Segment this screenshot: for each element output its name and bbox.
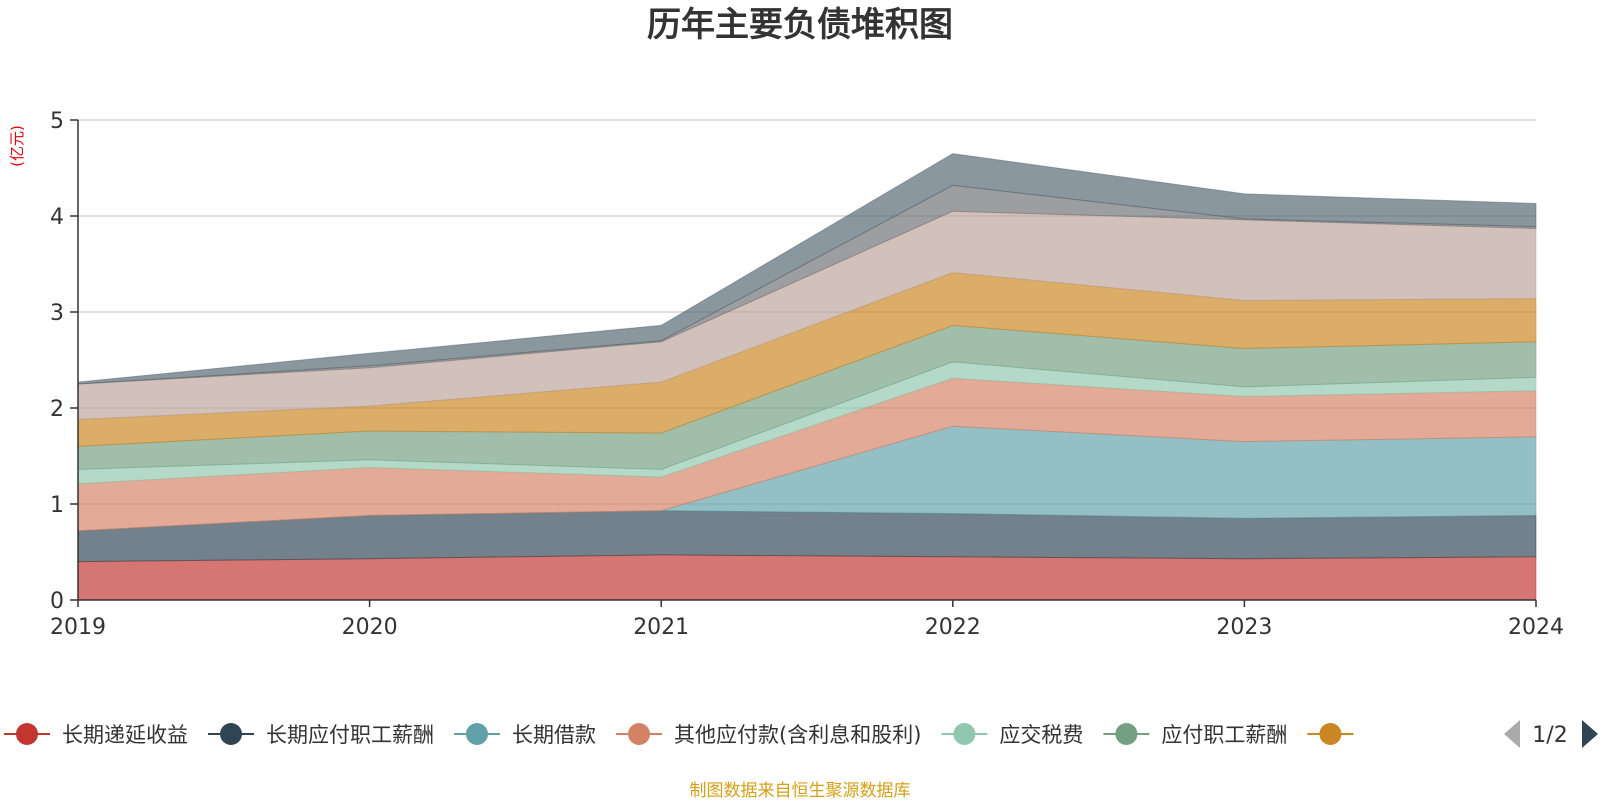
legend-label: 其他应付款(含利息和股利): [674, 723, 921, 747]
legend-label: 应交税费: [999, 723, 1083, 747]
area-series-group: [77, 153, 1537, 601]
legend-item[interactable]: 长期应付职工薪酬: [208, 723, 434, 747]
legend-circle-marker: [628, 723, 650, 745]
axes: 0 1 2 3 4 5 2019 2020 2021 2022 2023 2024: [50, 109, 1564, 640]
legend-page-indicator: 1/2: [1532, 723, 1567, 748]
area-series-长期递延收益[interactable]: [77, 554, 1537, 601]
y-tick-label: 0: [50, 589, 64, 614]
legend-item[interactable]: 应付职工薪酬: [1103, 723, 1287, 747]
legend-item[interactable]: 其他应付款(含利息和股利): [616, 723, 921, 747]
legend-prev-page-icon[interactable]: [1504, 720, 1520, 748]
x-tick-label: 2021: [633, 615, 689, 640]
y-tick-label: 5: [50, 109, 64, 134]
legend-circle-marker: [953, 723, 976, 745]
y-tick-label: 2: [50, 397, 64, 422]
legend: 长期递延收益 长期应付职工薪酬 长期借款 其他应付款(含利息和股利) 应交税费 应付职工薪…: [4, 723, 1354, 747]
y-tick-label: 4: [50, 205, 64, 230]
legend-circle-marker: [16, 723, 38, 745]
legend-circle-marker: [1319, 723, 1342, 745]
x-tick-label: 2020: [342, 615, 398, 640]
legend-circle-marker: [1115, 723, 1138, 745]
legend-label: 长期借款: [512, 723, 596, 747]
legend-label: 长期递延收益: [62, 723, 188, 747]
legend-next-page-icon[interactable]: [1582, 720, 1598, 748]
legend-item[interactable]: 长期借款: [454, 723, 596, 747]
legend-item[interactable]: 长期递延收益: [4, 723, 188, 747]
y-axis-unit-label: (亿元): [8, 125, 26, 167]
legend-item[interactable]: 应交税费: [941, 723, 1083, 747]
legend-item[interactable]: [1307, 723, 1354, 745]
y-tick-label: 1: [50, 493, 64, 518]
legend-pager: 1/2: [1504, 720, 1598, 748]
x-tick-label: 2022: [925, 615, 981, 640]
legend-label: 长期应付职工薪酬: [266, 723, 434, 747]
legend-label: 应付职工薪酬: [1161, 723, 1287, 747]
x-tick-label: 2019: [50, 615, 106, 640]
x-tick-label: 2024: [1508, 615, 1564, 640]
legend-circle-marker: [466, 723, 488, 745]
chart-title: 历年主要负债堆积图: [647, 5, 953, 45]
data-source-note: 制图数据来自恒生聚源数据库: [690, 781, 911, 800]
x-tick-label: 2023: [1216, 615, 1272, 640]
y-tick-label: 3: [50, 301, 64, 326]
legend-circle-marker: [220, 723, 242, 745]
area-series-unlabeled[interactable]: [77, 153, 1537, 385]
